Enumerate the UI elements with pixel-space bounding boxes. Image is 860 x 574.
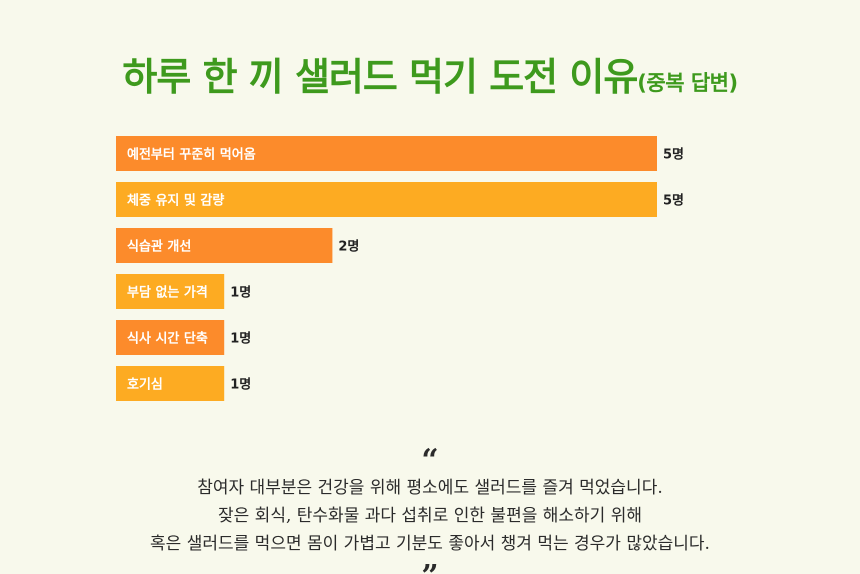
bar-category-label: 체중 유지 및 감량	[127, 194, 224, 209]
bar	[116, 182, 657, 217]
quote-line: 혹은 샐러드를 먹으면 몸이 가볍고 기분도 좋아서 챙겨 먹는 경우가 많았습…	[150, 534, 710, 554]
chart-title-sub: (중복 답변)	[637, 71, 738, 95]
bar-category-label: 식습관 개선	[127, 239, 191, 255]
bar-value-label: 1명	[230, 377, 251, 393]
bar	[116, 320, 225, 355]
bar-value-label: 1명	[230, 331, 251, 347]
bar-category-label: 식사 시간 단축	[127, 331, 208, 347]
quote-line: 참여자 대부분은 건강을 위해 평소에도 샐러드를 즐겨 먹었습니다.	[197, 478, 663, 498]
bar-value-label: 5명	[663, 147, 684, 163]
quote-line: 잦은 회식, 탄수화물 과다 섭취로 인한 불편을 해소하기 위해	[218, 506, 642, 526]
bar-value-label: 2명	[338, 239, 359, 255]
bar	[116, 136, 657, 171]
bar	[116, 228, 333, 263]
bar-category-label: 부담 없는 가격	[127, 286, 208, 301]
bar-category-label: 호기심	[127, 377, 163, 393]
bar	[116, 274, 225, 309]
quote-open-mark: “	[421, 443, 439, 478]
bar	[116, 366, 225, 401]
bar-value-label: 5명	[663, 193, 684, 209]
bar-category-label: 예전부터 꾸준히 먹어옴	[127, 147, 256, 163]
quote-text: 참여자 대부분은 건강을 위해 평소에도 샐러드를 즐겨 먹었습니다. 잦은 회…	[0, 474, 860, 558]
chart-title-main: 하루 한 끼 샐러드 먹기 도전 이유	[122, 55, 638, 99]
quote-close-mark: ”	[0, 562, 860, 574]
bar-value-label: 1명	[230, 285, 251, 301]
chart-title: 하루 한 끼 샐러드 먹기 도전 이유(중복 답변)	[0, 46, 860, 101]
